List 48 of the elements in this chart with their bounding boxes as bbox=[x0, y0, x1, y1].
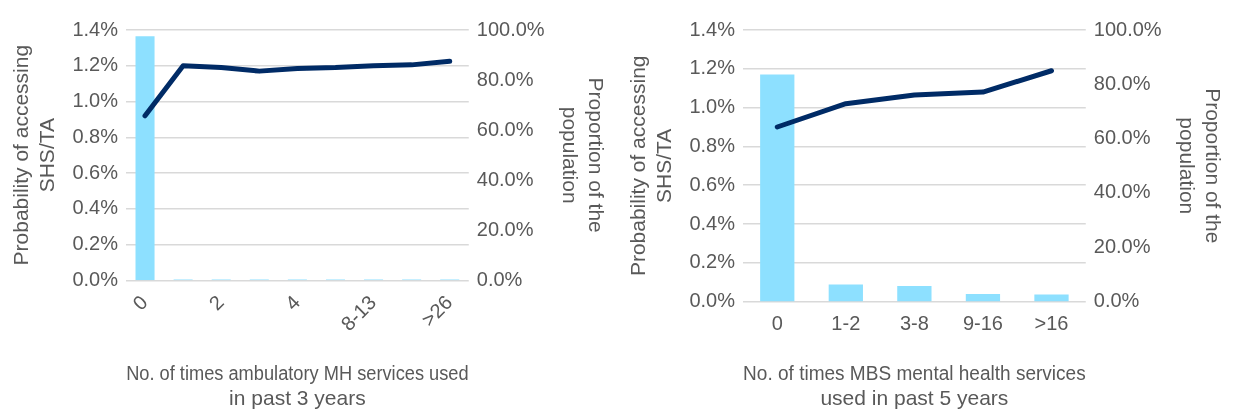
x-tick-label: >16 bbox=[1034, 312, 1069, 335]
y2-tick-label: 0.0% bbox=[1093, 289, 1140, 312]
y2-tick-label: 100.0% bbox=[1093, 17, 1162, 40]
x-tick-label: 8-13 bbox=[336, 290, 381, 335]
y2-tick-label: 100.0% bbox=[476, 17, 545, 40]
y-tick-label: 0.8% bbox=[72, 124, 119, 147]
y2-tick-label: 60.0% bbox=[1093, 126, 1151, 149]
y-tick-label: 1.0% bbox=[72, 89, 119, 112]
y-tick-label: 1.2% bbox=[689, 56, 736, 79]
y2-axis-title: Proportion of the population bbox=[559, 77, 608, 233]
y-axis-title: Probability of accessing SHS/TA bbox=[9, 44, 58, 266]
x-tick-label: 0 bbox=[128, 290, 152, 315]
y-tick-label: 0.6% bbox=[689, 172, 736, 195]
y2-tick-label: 0.0% bbox=[476, 267, 523, 290]
x-tick-label: 3-8 bbox=[899, 312, 929, 335]
y2-tick-label: 60.0% bbox=[476, 117, 534, 140]
y-tick-label: 1.4% bbox=[689, 17, 736, 40]
bar bbox=[965, 294, 1001, 302]
y2-axis-title: Proportion of the population bbox=[1176, 88, 1225, 244]
y-tick-label: 0.4% bbox=[72, 196, 119, 219]
y-tick-label: 1.0% bbox=[689, 95, 736, 118]
bar bbox=[760, 74, 795, 302]
x-axis-title: No. of times ambulatory MH services used in past 3 years bbox=[126, 360, 469, 410]
y2-tick-label: 80.0% bbox=[1093, 71, 1151, 94]
y2-tick-label: 20.0% bbox=[1093, 234, 1151, 257]
y-tick-label: 0.4% bbox=[689, 211, 736, 234]
x-tick-label: 2 bbox=[204, 290, 228, 315]
x-tick-label: 9-16 bbox=[962, 312, 1003, 335]
x-axis-title: No. of times MBS mental health services used in past 5 years bbox=[743, 361, 1086, 410]
bar bbox=[828, 284, 863, 302]
y-axis-title: Probability of accessing SHS/TA bbox=[626, 55, 675, 277]
y-tick-label: 1.2% bbox=[72, 53, 119, 76]
y2-tick-label: 40.0% bbox=[476, 167, 534, 190]
x-tick-label: 0 bbox=[771, 312, 783, 335]
bar bbox=[897, 286, 932, 302]
y-tick-label: 0.8% bbox=[689, 133, 736, 156]
x-tick-label: 1-2 bbox=[831, 312, 861, 335]
y-tick-label: 0.0% bbox=[689, 289, 736, 312]
y2-tick-label: 20.0% bbox=[476, 217, 534, 240]
y-tick-label: 0.2% bbox=[689, 250, 736, 273]
y-tick-label: 0.0% bbox=[72, 267, 119, 290]
y2-tick-label: 40.0% bbox=[1093, 180, 1151, 203]
y-tick-label: 0.6% bbox=[72, 160, 119, 183]
y-tick-label: 0.2% bbox=[72, 232, 119, 255]
x-tick-label: >26 bbox=[416, 290, 457, 331]
y2-tick-label: 80.0% bbox=[476, 67, 534, 90]
x-tick-label: 4 bbox=[280, 290, 305, 315]
y-tick-label: 1.4% bbox=[72, 17, 119, 40]
